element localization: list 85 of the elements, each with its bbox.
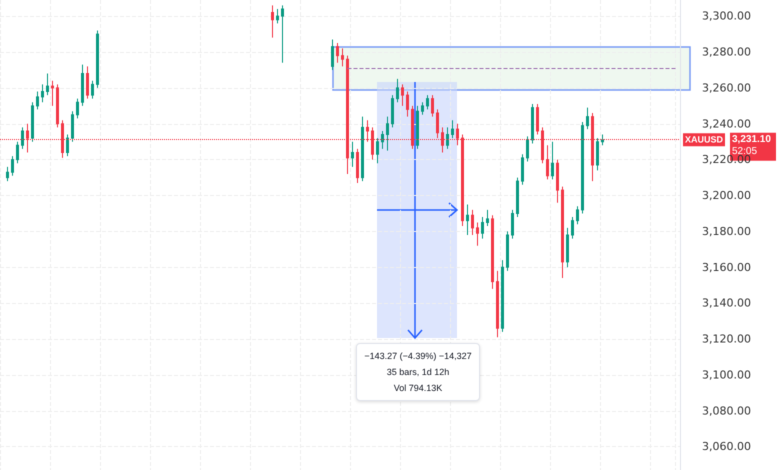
annotation: −143.27 (−4.39%) −14,327 [363,350,473,363]
candlestick [396,78,399,103]
candlestick [426,94,429,110]
candlestick [596,138,599,171]
candlestick [381,130,384,150]
candlestick [536,104,539,136]
candlestick [571,216,574,240]
text: 3,231.10 [732,134,772,146]
ref-line-label: XAUUSD [685,134,724,145]
candlestick [91,80,94,100]
candlestick [76,98,79,119]
candlestick [601,134,604,146]
candlestick [46,73,49,96]
candlestick [416,105,419,150]
annotation: 35 bars, 1d 12h [386,366,450,379]
candlestick [351,141,354,168]
candlestick [31,102,34,142]
y-tick-label: 3,200.00 [702,189,751,202]
candlestick [561,186,564,279]
candlestick [506,230,509,272]
candlestick [16,141,19,164]
candlestick [466,204,469,236]
candlestick [556,159,559,204]
candlestick [96,30,99,88]
candlestick [471,209,474,236]
y-tick-label: 3,060.00 [702,440,751,454]
candlestick [361,116,364,182]
candlestick [281,4,284,64]
candlestick [401,84,404,106]
candlestick [336,42,339,64]
candlestick [6,166,9,182]
candlestick [566,227,569,268]
candlestick [331,38,334,70]
candlestick [451,120,454,139]
candlestick [516,177,519,218]
y-tick-label: 3,120.00 [702,332,751,346]
candlestick [501,260,504,332]
candlestick [21,126,24,150]
candlestick [386,116,389,152]
candlestick [551,141,554,180]
candlestick [481,216,484,240]
candlestick [431,94,434,118]
candlestick [51,80,54,106]
candlestick [276,8,279,24]
candlestick [86,66,89,100]
candlestick [586,107,589,130]
candlestick [526,136,529,162]
y-tick-label: 3,140.00 [702,296,751,310]
candlestick [391,94,394,128]
candlestick [341,48,344,67]
y-tick-label: 3,180.00 [702,224,751,238]
candlestick [446,126,449,150]
candlestick [11,156,14,176]
y-tick-label: 3,100.00 [702,368,751,382]
y-tick-label: 3,160.00 [702,260,751,274]
annotation: Vol 794.13K [392,382,444,395]
candlestick [376,138,379,164]
candlestick [496,270,499,338]
candlestick [81,64,84,106]
candlestick [521,154,524,186]
candlestick [531,104,534,144]
candlestick [36,90,39,110]
candlestick [66,134,69,157]
candlestick [476,222,479,246]
candlestick [356,148,359,184]
candlestick [511,209,514,240]
y-tick-label: 3,080.00 [702,404,751,418]
candlestick [271,4,274,38]
candlestick [436,108,439,139]
candlestick [421,102,424,116]
y-tick-label: 3,220.00 [702,153,751,166]
candlestick [406,90,409,118]
candlestick [546,144,549,180]
y-tick-label: 3,280.00 [702,46,751,59]
info-card: −143.27 (−4.39%) −14,327 35 bars, 1d 12h Vol 794.13K [356,343,480,401]
y-tick-label: 3,300.00 [702,10,751,23]
candlestick [491,214,494,290]
y-tick-label: 3,260.00 [702,81,751,94]
candlestick [581,121,584,214]
candlestick [486,209,489,227]
candlestick [71,110,74,142]
candlestick [41,84,44,103]
candlestick [56,84,59,128]
y-tick-label: 3,240.00 [702,117,751,130]
candlestick [576,206,579,225]
